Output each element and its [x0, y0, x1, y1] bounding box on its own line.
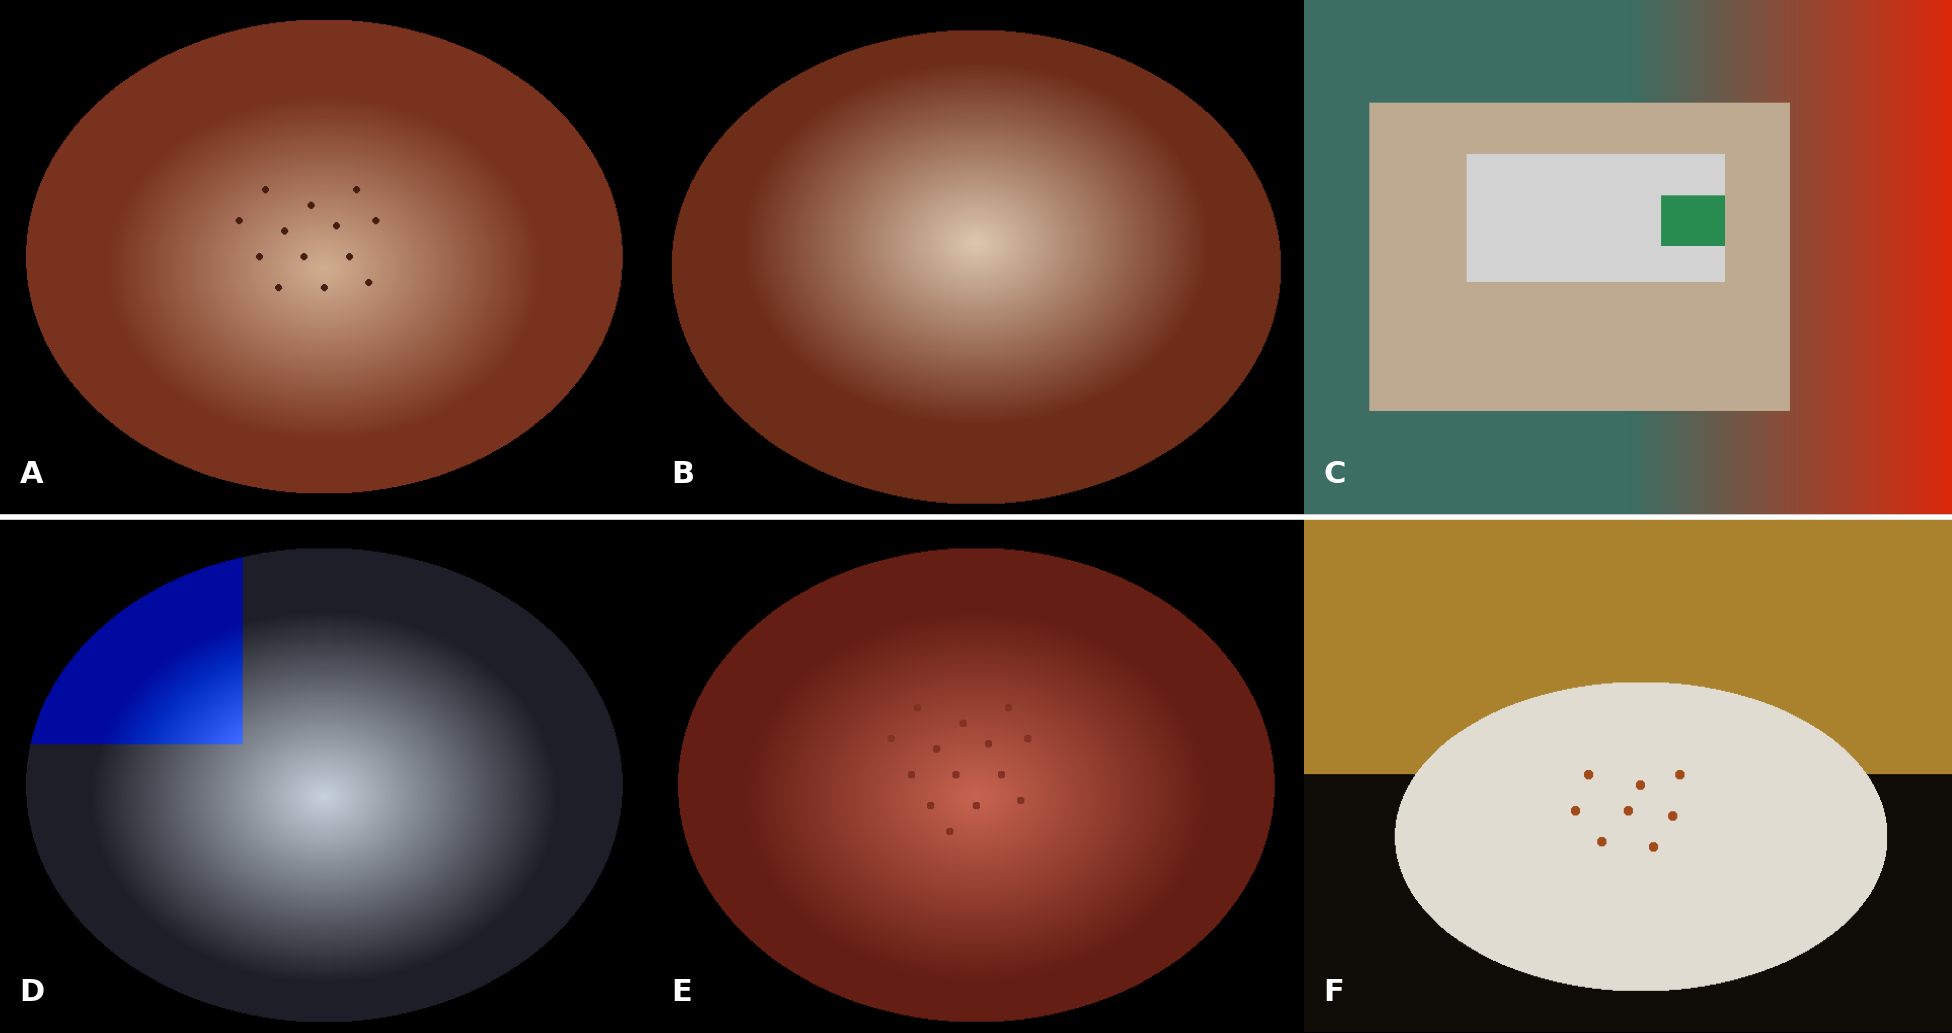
- Text: D: D: [20, 978, 45, 1007]
- Text: A: A: [20, 461, 43, 490]
- Text: C: C: [1323, 461, 1345, 490]
- Text: E: E: [671, 978, 693, 1007]
- Text: F: F: [1323, 978, 1345, 1007]
- Text: B: B: [671, 461, 695, 490]
